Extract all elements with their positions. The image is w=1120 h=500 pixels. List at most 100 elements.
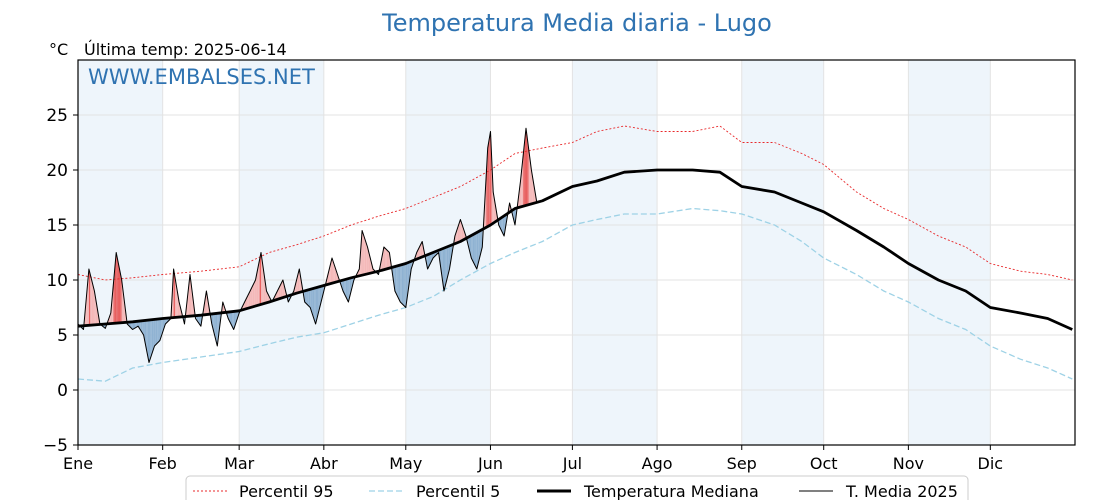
fill-below-median <box>408 261 410 289</box>
fill-above-median <box>299 269 301 293</box>
fill-below-median <box>397 265 399 300</box>
fill-below-median <box>158 318 160 342</box>
fill-below-median <box>153 319 155 351</box>
fill-above-median <box>177 293 180 318</box>
fill-above-median <box>327 269 330 285</box>
fill-above-median <box>527 138 529 206</box>
fill-below-median <box>448 245 450 275</box>
watermark: WWW.EMBALSES.NET <box>88 65 315 89</box>
x-tick-label: Dic <box>978 454 1004 473</box>
x-tick-label: Abr <box>310 454 338 473</box>
fill-above-median <box>252 282 255 307</box>
fill-above-median <box>222 302 225 313</box>
fill-above-median <box>278 285 281 299</box>
fill-above-median <box>487 143 489 227</box>
fill-below-median <box>400 264 402 304</box>
fill-below-median <box>211 313 214 330</box>
fill-below-median <box>472 234 475 264</box>
fill-below-median <box>344 279 346 297</box>
month-band <box>908 60 991 445</box>
fill-above-median <box>454 231 457 244</box>
fill-above-median <box>386 249 389 269</box>
x-tick-label: Ene <box>63 454 93 473</box>
fill-above-median <box>86 284 88 326</box>
fill-above-median <box>364 238 367 275</box>
fill-above-median <box>174 277 177 318</box>
fill-above-median <box>93 285 95 325</box>
fill-below-median <box>147 320 150 363</box>
fill-below-median <box>431 252 434 261</box>
x-tick-label: Sep <box>727 454 757 473</box>
fill-below-median <box>471 234 473 261</box>
fill-above-median <box>179 302 181 318</box>
fill-above-median <box>91 280 94 326</box>
fill-above-median <box>370 258 372 274</box>
fill-above-median <box>330 258 333 284</box>
fill-below-median <box>449 245 451 269</box>
fill-above-median <box>90 274 92 326</box>
month-bands <box>78 60 991 445</box>
month-band <box>78 60 163 445</box>
fill-above-median <box>123 291 125 323</box>
fill-below-median <box>307 289 309 307</box>
fill-below-median <box>398 265 401 302</box>
fill-above-median <box>109 313 111 324</box>
y-tick-label: 15 <box>46 216 68 236</box>
x-tick-label: Ago <box>642 454 673 473</box>
fill-above-median <box>117 259 119 324</box>
fill-below-median <box>132 321 134 330</box>
fill-below-median <box>427 254 429 269</box>
fill-below-median <box>474 233 476 267</box>
fill-above-median <box>385 248 387 270</box>
fill-above-median <box>362 230 364 276</box>
fill-above-median <box>251 285 253 308</box>
series-percentil-5 <box>77 207 1073 382</box>
fill-below-median <box>157 318 159 344</box>
fill-above-median <box>525 128 528 206</box>
fill-above-median <box>258 259 260 306</box>
month-band <box>572 60 658 445</box>
x-tick-label: Mar <box>224 454 255 473</box>
fill-below-median <box>215 313 218 346</box>
last-temp-label: Última temp: 2025-06-14 <box>84 40 287 59</box>
x-axis: Ene Feb Mar Abr May Jun Jul Ago Sep Oct Nov Dic <box>63 445 1003 473</box>
fill-above-median <box>173 269 175 318</box>
fill-below-median <box>142 320 144 335</box>
fill-below-median <box>217 313 219 346</box>
fill-above-median <box>118 266 121 323</box>
fill-below-median <box>314 287 316 324</box>
y-tick-label: −5 <box>43 436 68 456</box>
fill-below-median <box>135 321 137 328</box>
x-tick-label: Jun <box>477 454 503 473</box>
fill-below-median <box>155 319 158 345</box>
fill-above-median <box>247 293 249 309</box>
fill-below-median <box>232 311 234 330</box>
legend-label-mediana: Temperatura Mediana <box>583 482 759 500</box>
chart-title: Temperatura Media diaria - Lugo <box>381 9 772 37</box>
fill-below-median <box>501 216 503 234</box>
fill-below-median <box>150 319 152 359</box>
fill-below-median <box>321 285 323 302</box>
fill-above-median <box>419 244 421 258</box>
fill-above-median <box>333 262 335 283</box>
series-temperatura-mediana <box>77 168 1073 331</box>
fill-above-median <box>261 252 263 305</box>
fill-above-median <box>490 131 492 225</box>
fill-below-median <box>310 288 312 312</box>
y-tick-label: 25 <box>46 106 68 126</box>
fill-below-median <box>401 264 404 305</box>
fill-above-median <box>254 280 256 307</box>
fill-below-median <box>345 278 348 300</box>
legend-box <box>185 475 969 500</box>
fill-below-median <box>151 319 154 355</box>
fill-below-median <box>214 313 216 341</box>
fill-above-median <box>112 282 114 324</box>
fill-below-median <box>149 319 151 363</box>
fill-above-median <box>460 219 462 242</box>
fill-below-median <box>308 289 311 308</box>
fill-above-median <box>248 291 251 308</box>
fill-above-median <box>120 273 122 323</box>
fill-above-median <box>366 242 368 275</box>
fill-above-median <box>494 200 496 223</box>
